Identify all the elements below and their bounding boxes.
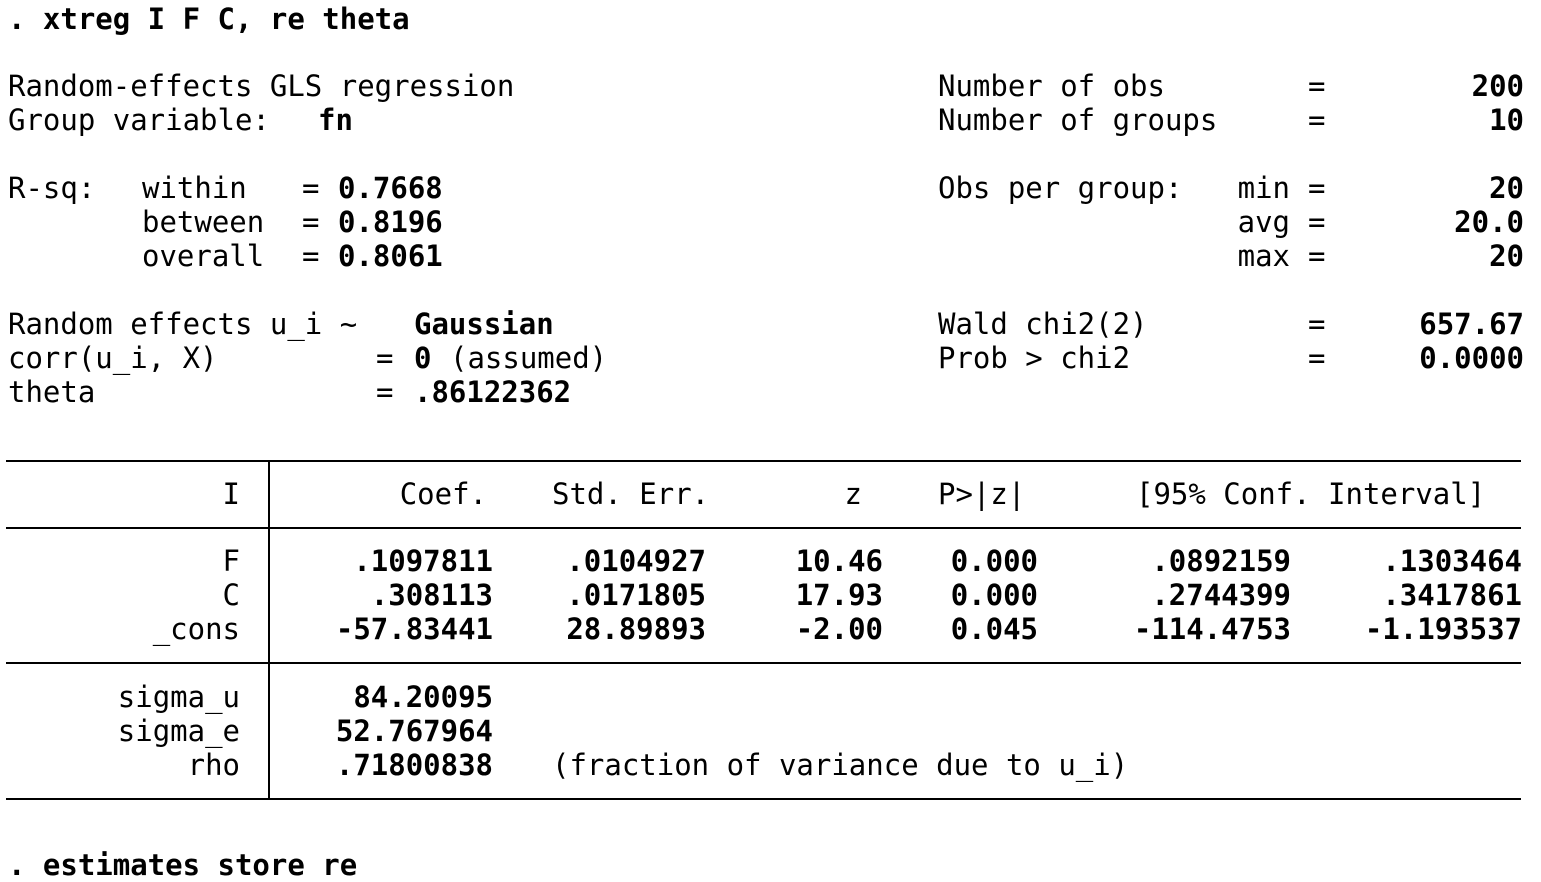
col-ci-header: [95% Conf. Interval] bbox=[1136, 477, 1486, 511]
se-cell: 28.89893 bbox=[566, 612, 706, 646]
rsq-within-label: within bbox=[142, 171, 247, 205]
table-top-rule bbox=[6, 460, 1521, 462]
depvar-header: I bbox=[222, 477, 240, 511]
obs-avg-eq: = bbox=[1308, 205, 1326, 239]
table-vertical-rule bbox=[268, 460, 270, 800]
obs-max-eq: = bbox=[1308, 239, 1326, 273]
rsq-between-eq: = bbox=[302, 205, 320, 239]
rho-label: rho bbox=[187, 748, 240, 782]
sigma-u-value: 84.20095 bbox=[353, 680, 493, 714]
table-header-rule bbox=[6, 527, 1521, 529]
coef-cell: -57.83441 bbox=[335, 612, 493, 646]
rsq-overall-label: overall bbox=[142, 239, 265, 273]
ci-low-cell: -114.4753 bbox=[1133, 612, 1291, 646]
obs-avg-value: 20.0 bbox=[1454, 205, 1524, 239]
theta-eq: = bbox=[376, 375, 394, 409]
row-name: F bbox=[222, 544, 240, 578]
obs-min-value: 20 bbox=[1489, 171, 1524, 205]
wald-value: 657.67 bbox=[1419, 307, 1524, 341]
col-p-header: P>|z| bbox=[938, 477, 1026, 511]
ngroups-eq: = bbox=[1308, 103, 1326, 137]
corr-eq: = bbox=[376, 341, 394, 375]
corr-note: (assumed) bbox=[450, 341, 608, 375]
next-command-line: . estimates store re bbox=[8, 848, 358, 882]
obs-avg-label: avg bbox=[1237, 205, 1290, 239]
p-cell: 0.000 bbox=[950, 544, 1038, 578]
rsq-within-eq: = bbox=[302, 171, 320, 205]
obs-max-value: 20 bbox=[1489, 239, 1524, 273]
ci-low-cell: .2744399 bbox=[1151, 578, 1291, 612]
rsq-between-value: 0.8196 bbox=[338, 205, 443, 239]
group-variable-label: Group variable: bbox=[8, 103, 270, 137]
rho-note: (fraction of variance due to u_i) bbox=[552, 748, 1129, 782]
sigma-e-value: 52.767964 bbox=[335, 714, 493, 748]
sigma-e-label: sigma_e bbox=[117, 714, 240, 748]
group-variable-value: fn bbox=[318, 103, 353, 137]
obs-min-eq: = bbox=[1308, 171, 1326, 205]
nobs-label: Number of obs bbox=[938, 69, 1165, 103]
corr-value: 0 bbox=[414, 341, 432, 375]
re-distribution: Gaussian bbox=[414, 307, 554, 341]
prob-eq: = bbox=[1308, 341, 1326, 375]
obs-per-group-label: Obs per group: bbox=[938, 171, 1183, 205]
prob-label: Prob > chi2 bbox=[938, 341, 1131, 375]
sigma-u-label: sigma_u bbox=[117, 680, 240, 714]
table-mid-rule bbox=[6, 662, 1521, 664]
rsq-between-label: between bbox=[142, 205, 265, 239]
p-cell: 0.045 bbox=[950, 612, 1038, 646]
ci-high-cell: .3417861 bbox=[1382, 578, 1522, 612]
rho-value: .71800838 bbox=[335, 748, 493, 782]
coef-cell: .308113 bbox=[370, 578, 493, 612]
rsq-overall-value: 0.8061 bbox=[338, 239, 443, 273]
obs-min-label: min bbox=[1237, 171, 1290, 205]
re-label: Random effects u_i ~ bbox=[8, 307, 358, 341]
col-z-header: z bbox=[844, 477, 862, 511]
p-cell: 0.000 bbox=[950, 578, 1038, 612]
corr-label: corr(u_i, X) bbox=[8, 341, 218, 375]
nobs-eq: = bbox=[1308, 69, 1326, 103]
table-bottom-rule bbox=[6, 798, 1521, 800]
rsq-within-value: 0.7668 bbox=[338, 171, 443, 205]
rsq-overall-eq: = bbox=[302, 239, 320, 273]
theta-value: .86122362 bbox=[414, 375, 572, 409]
ci-low-cell: .0892159 bbox=[1151, 544, 1291, 578]
theta-label: theta bbox=[8, 375, 96, 409]
command-line: . xtreg I F C, re theta bbox=[8, 2, 410, 36]
col-coef-header: Coef. bbox=[399, 477, 487, 511]
model-title: Random-effects GLS regression bbox=[8, 69, 515, 103]
obs-max-label: max bbox=[1237, 239, 1290, 273]
z-cell: 10.46 bbox=[795, 544, 883, 578]
ngroups-value: 10 bbox=[1489, 103, 1524, 137]
row-name: C bbox=[222, 578, 240, 612]
se-cell: .0171805 bbox=[566, 578, 706, 612]
coef-cell: .1097811 bbox=[353, 544, 493, 578]
wald-eq: = bbox=[1308, 307, 1326, 341]
nobs-value: 200 bbox=[1471, 69, 1524, 103]
ci-high-cell: .1303464 bbox=[1382, 544, 1522, 578]
z-cell: -2.00 bbox=[795, 612, 883, 646]
rsq-label: R-sq: bbox=[8, 171, 96, 205]
wald-label: Wald chi2(2) bbox=[938, 307, 1148, 341]
ci-high-cell: -1.193537 bbox=[1364, 612, 1522, 646]
prob-value: 0.0000 bbox=[1419, 341, 1524, 375]
z-cell: 17.93 bbox=[795, 578, 883, 612]
col-se-header: Std. Err. bbox=[552, 477, 710, 511]
ngroups-label: Number of groups bbox=[938, 103, 1218, 137]
row-name: _cons bbox=[152, 612, 240, 646]
se-cell: .0104927 bbox=[566, 544, 706, 578]
